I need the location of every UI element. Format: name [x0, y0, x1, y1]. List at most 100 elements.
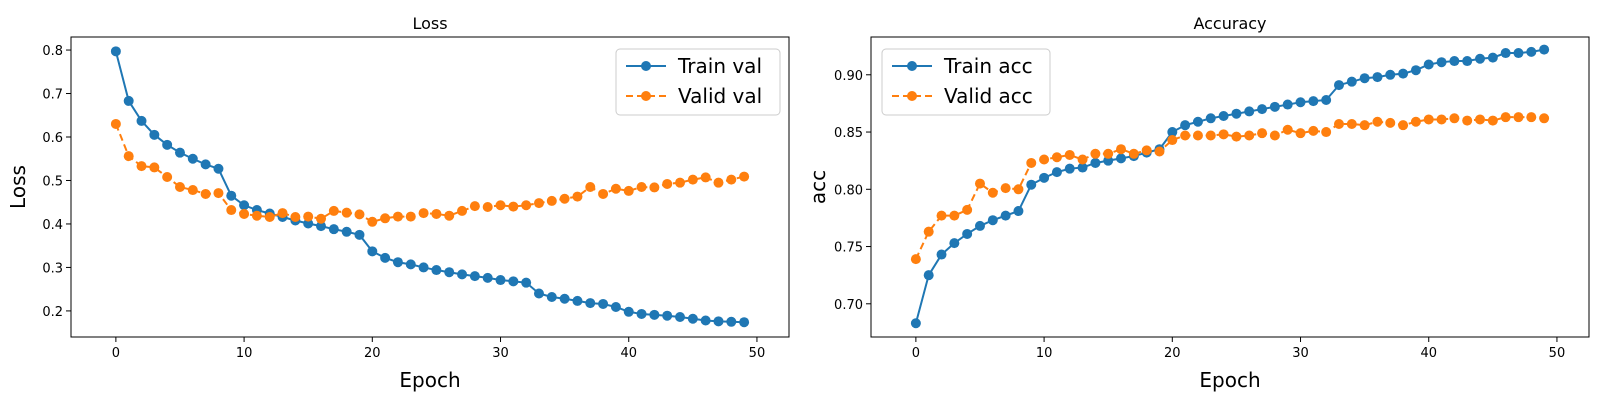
data-point	[1103, 148, 1114, 159]
data-point	[1128, 148, 1139, 159]
data-point	[239, 208, 250, 219]
data-point	[1167, 135, 1178, 146]
y-tick-label: 0.5	[42, 174, 63, 189]
data-point	[713, 316, 724, 327]
data-point	[546, 292, 557, 302]
data-point	[726, 174, 737, 185]
data-point	[367, 246, 378, 257]
legend-label: Valid val	[678, 84, 762, 108]
y-tick-label: 0.2	[42, 305, 63, 320]
data-point	[521, 200, 532, 211]
data-point	[1192, 116, 1203, 127]
chart-title: Accuracy	[1193, 14, 1266, 33]
data-point	[987, 187, 998, 198]
data-point	[123, 151, 134, 162]
data-point	[1513, 48, 1524, 59]
data-point	[457, 205, 468, 216]
data-point	[1500, 112, 1511, 123]
data-point	[187, 185, 198, 196]
legend-label: Valid acc	[944, 84, 1033, 108]
data-point	[123, 95, 134, 106]
data-point	[962, 228, 973, 239]
data-point	[675, 312, 686, 322]
data-point	[1000, 210, 1011, 221]
data-point	[405, 259, 416, 270]
data-point	[110, 46, 121, 57]
y-axis-title: acc	[806, 170, 830, 204]
data-point	[1487, 115, 1498, 126]
data-point	[149, 129, 160, 140]
x-tick-label: 50	[1549, 346, 1566, 361]
data-point	[572, 191, 583, 202]
data-point	[303, 218, 314, 229]
data-point	[328, 205, 339, 216]
data-point	[1282, 124, 1293, 135]
x-tick-label: 20	[1164, 346, 1181, 361]
data-point	[1449, 113, 1460, 124]
x-axis-title: Epoch	[399, 368, 460, 392]
data-point	[200, 159, 211, 170]
data-point	[1192, 130, 1203, 141]
chart-panel-0: Loss 0 10 20 30 40 50 0.2 0.3 0.4 0.5 0.6 0.7 0.8 Epoc…	[6, 14, 790, 392]
data-point	[1064, 163, 1075, 174]
data-point	[1269, 130, 1280, 141]
data-point	[316, 221, 327, 232]
data-point	[1308, 96, 1319, 107]
data-point	[251, 210, 262, 221]
plot-area-frame	[70, 36, 790, 338]
data-point	[546, 195, 557, 206]
data-point	[264, 212, 275, 222]
data-point	[162, 172, 173, 182]
data-point	[936, 210, 947, 221]
y-tick-label: 0.8	[42, 44, 63, 59]
series-line	[114, 123, 745, 223]
data-point	[457, 269, 468, 280]
data-point	[1410, 116, 1421, 127]
data-point	[949, 210, 960, 221]
data-point	[1218, 111, 1229, 122]
data-point	[739, 171, 750, 182]
data-point	[1064, 149, 1075, 160]
data-point	[1398, 68, 1409, 79]
data-point	[418, 208, 429, 219]
data-point	[328, 224, 339, 235]
data-point	[1372, 72, 1383, 83]
data-point	[610, 302, 621, 312]
data-point	[1539, 113, 1550, 124]
data-point	[341, 207, 352, 218]
data-point	[623, 306, 634, 317]
data-point	[1398, 120, 1409, 131]
x-tick-label: 10	[1036, 346, 1053, 361]
data-point	[1231, 108, 1242, 119]
data-point	[1333, 119, 1344, 130]
data-point	[508, 276, 519, 287]
data-point	[1487, 52, 1498, 63]
series-valid-acc	[910, 112, 1550, 265]
data-point	[226, 205, 237, 216]
data-point	[136, 115, 147, 126]
y-tick-label: 0.70	[834, 298, 863, 313]
data-point	[559, 193, 570, 204]
data-point	[303, 211, 314, 222]
data-point	[910, 318, 921, 329]
x-tick-label: 50	[749, 346, 766, 361]
data-point	[405, 211, 416, 222]
data-point	[367, 216, 378, 227]
data-point	[200, 188, 211, 199]
data-point	[1449, 56, 1460, 67]
data-point	[636, 182, 647, 192]
data-point	[1116, 153, 1127, 164]
y-tick-label: 0.7	[42, 88, 63, 103]
y-axis-title: Loss	[6, 165, 30, 209]
data-point	[1000, 183, 1011, 194]
data-point	[1039, 172, 1050, 183]
data-point	[1500, 48, 1511, 59]
data-point	[1436, 114, 1447, 125]
y-tick-label: 0.6	[42, 131, 63, 146]
data-point	[1090, 157, 1101, 168]
data-point	[1462, 115, 1473, 126]
data-point	[974, 220, 985, 231]
data-point	[1423, 114, 1434, 125]
legend: Train val Valid val	[615, 48, 781, 116]
